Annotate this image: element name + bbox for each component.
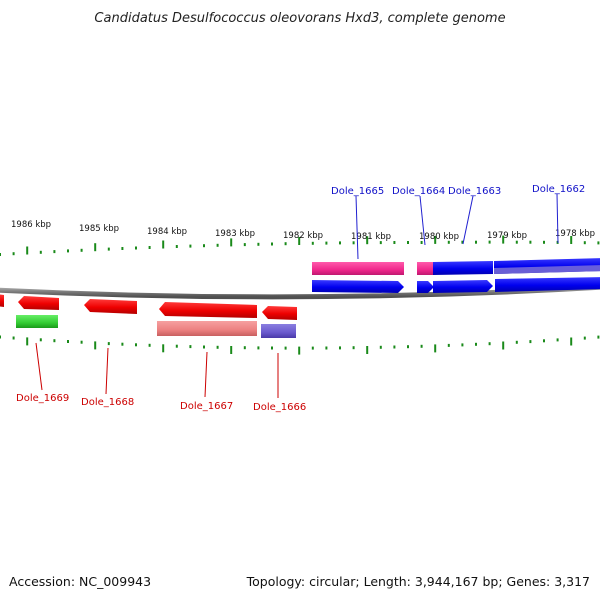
scale-label-1978: 1978 kbp bbox=[555, 229, 595, 239]
scale-label-1980: 1980 kbp bbox=[419, 232, 459, 242]
genome-backbone bbox=[0, 284, 600, 300]
scale-label-1984: 1984 kbp bbox=[147, 227, 187, 237]
leader-line bbox=[105, 347, 109, 395]
gene-label-1664[interactable]: Dole_1664 bbox=[392, 186, 445, 197]
cds-track-reverse[interactable] bbox=[0, 294, 297, 320]
genome-summary-text: Topology: circular; Length: 3,944,167 bp… bbox=[246, 574, 590, 589]
gene-label-1667[interactable]: Dole_1667 bbox=[180, 401, 233, 412]
scale-ruler-bottom bbox=[0, 335, 600, 355]
cds-track-forward[interactable] bbox=[312, 277, 600, 293]
gene-label-1669[interactable]: Dole_1669 bbox=[16, 393, 69, 404]
scale-labels: 1986 kbp 1985 kbp 1984 kbp 1983 kbp 1982… bbox=[11, 220, 595, 242]
cds-arrow-1666[interactable] bbox=[262, 306, 297, 320]
cds-arrow-1668[interactable] bbox=[84, 299, 137, 314]
gene-labels-top: Dole_1665 Dole_1664 Dole_1663 Dole_1662 bbox=[331, 184, 585, 260]
gene-label-1663[interactable]: Dole_1663 bbox=[448, 186, 501, 197]
cds-arrow-1665[interactable] bbox=[312, 280, 404, 293]
feature-purple-1662 bbox=[494, 265, 600, 274]
gene-label-1665[interactable]: Dole_1665 bbox=[331, 186, 384, 197]
scale-label-1982: 1982 kbp bbox=[283, 231, 323, 241]
feature-pink-1664[interactable] bbox=[417, 262, 434, 275]
cds-arrow-1667[interactable] bbox=[159, 302, 257, 318]
cds-arrow-1664[interactable] bbox=[417, 281, 434, 293]
scale-label-1986: 1986 kbp bbox=[11, 220, 51, 230]
gene-label-1666[interactable]: Dole_1666 bbox=[253, 402, 306, 413]
scale-label-1979: 1979 kbp bbox=[487, 231, 527, 241]
leader-line bbox=[556, 193, 559, 244]
leader-line bbox=[355, 195, 359, 260]
feature-lightred-1667[interactable] bbox=[157, 321, 257, 336]
gene-labels-bottom: Dole_1669 Dole_1668 Dole_1667 Dole_1666 bbox=[16, 342, 306, 413]
feature-purple-1666[interactable] bbox=[261, 324, 296, 338]
cds-arrow-1662[interactable] bbox=[495, 277, 600, 292]
leader-line bbox=[462, 195, 474, 245]
cds-arrow-1663[interactable] bbox=[433, 280, 493, 293]
feature-green-1669[interactable] bbox=[16, 315, 58, 328]
feature-pink-1665[interactable] bbox=[312, 262, 404, 275]
leader-line bbox=[35, 342, 43, 391]
leader-line bbox=[419, 195, 426, 246]
cds-arrow-1670[interactable] bbox=[0, 294, 4, 307]
gene-label-1662[interactable]: Dole_1662 bbox=[532, 184, 585, 195]
leader-line bbox=[204, 351, 208, 398]
scale-ruler-top bbox=[0, 235, 600, 256]
scale-label-1985: 1985 kbp bbox=[79, 224, 119, 234]
cds-arrow-1669[interactable] bbox=[18, 296, 59, 310]
feature-blue-1663[interactable] bbox=[433, 261, 493, 275]
accession-text: Accession: NC_009943 bbox=[9, 574, 151, 589]
genome-title: Candidatus Desulfococcus oleovorans Hxd3… bbox=[94, 11, 505, 26]
scale-label-1981: 1981 kbp bbox=[351, 232, 391, 242]
feature-track-top[interactable] bbox=[312, 258, 600, 275]
gene-label-1668[interactable]: Dole_1668 bbox=[81, 397, 134, 408]
scale-label-1983: 1983 kbp bbox=[215, 229, 255, 239]
feature-track-bottom[interactable] bbox=[16, 315, 296, 338]
